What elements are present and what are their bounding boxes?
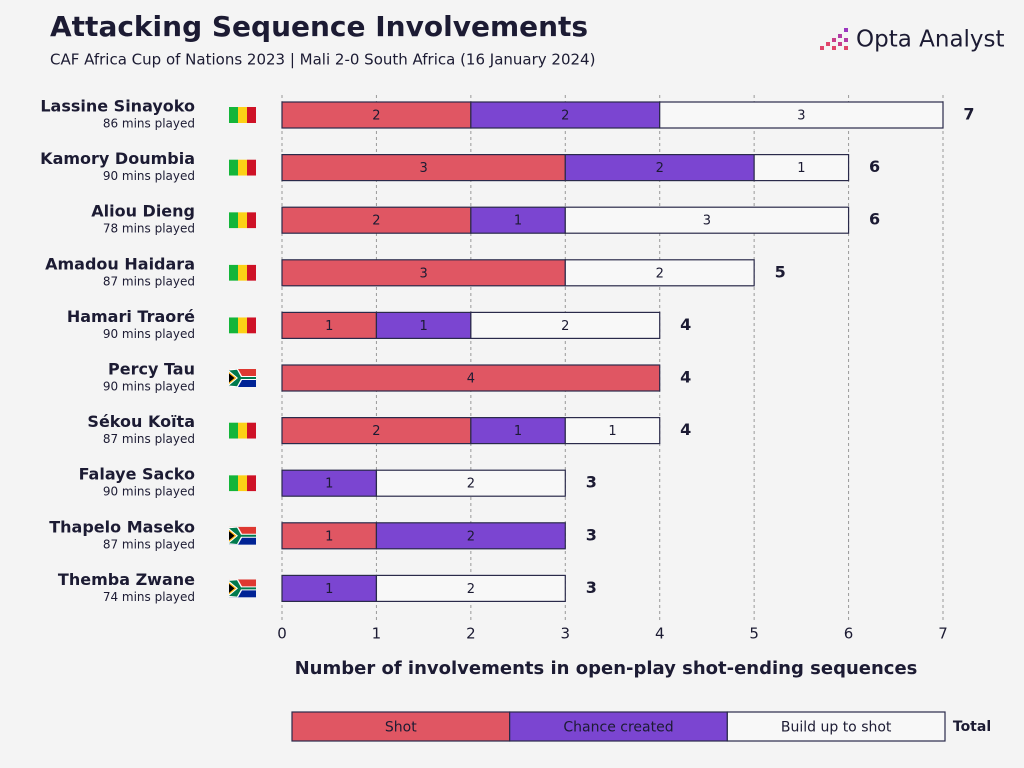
x-tick-label: 1	[372, 625, 382, 643]
category-subtitle: 86 mins played	[103, 117, 195, 131]
bar-segment	[375, 469, 566, 497]
segment-label: 1	[420, 319, 428, 334]
x-tick-label: 3	[561, 625, 571, 643]
category-subtitle: 87 mins played	[103, 432, 195, 446]
category-subtitle: 90 mins played	[103, 380, 195, 394]
segment-label: 4	[467, 372, 475, 387]
bar-segment	[281, 364, 661, 392]
segment-label: 3	[420, 161, 428, 176]
category-subtitle: 90 mins played	[103, 169, 195, 183]
bar-segment	[281, 417, 472, 445]
segment-label: 3	[703, 214, 711, 229]
category-label: Themba Zwane	[58, 570, 195, 589]
segment-label: 1	[325, 582, 333, 597]
legend-swatch	[726, 711, 946, 742]
x-axis-label: Number of involvements in open-play shot…	[295, 658, 918, 679]
category-label: Percy Tau	[108, 360, 195, 379]
bar-segment	[375, 522, 566, 550]
category-subtitle: 74 mins played	[103, 590, 195, 604]
category-subtitle: 90 mins played	[103, 327, 195, 341]
legend-swatch	[291, 711, 511, 742]
legend-label: Build up to shot	[781, 720, 892, 736]
bar-segment	[375, 574, 566, 603]
total-label: 6	[869, 210, 880, 229]
segment-label: 1	[514, 214, 522, 229]
bar-segment	[470, 206, 566, 234]
segment-label: 3	[420, 266, 428, 281]
total-label: 3	[586, 473, 597, 492]
bar-segment	[281, 574, 378, 603]
total-label: 7	[963, 105, 974, 124]
total-label: 4	[680, 420, 691, 439]
legend-label: Shot	[385, 720, 417, 736]
x-tick-label: 4	[655, 625, 665, 643]
segment-label: 1	[325, 477, 333, 492]
segment-label: 2	[372, 109, 380, 124]
category-label: Amadou Haidara	[45, 254, 195, 273]
segment-label: 1	[514, 424, 522, 439]
bar-segment	[375, 311, 472, 339]
category-subtitle: 78 mins played	[103, 222, 195, 236]
chart-subtitle: CAF Africa Cup of Nations 2023 | Mali 2-…	[50, 51, 595, 69]
category-subtitle: 90 mins played	[103, 485, 195, 499]
category-label: Kamory Doumbia	[40, 149, 195, 168]
x-tick-label: 0	[277, 625, 287, 643]
category-label: Hamari Traoré	[67, 307, 195, 326]
x-tick-label: 7	[938, 625, 948, 643]
segment-label: 2	[561, 109, 569, 124]
brand-logo: Opta Analyst	[820, 27, 1005, 53]
category-subtitle: 87 mins played	[103, 537, 195, 551]
bar-segment	[281, 522, 378, 550]
category-subtitle: 87 mins played	[103, 274, 195, 288]
bar-segment	[470, 417, 566, 445]
legend-swatch	[509, 711, 728, 742]
total-label: 4	[680, 315, 691, 334]
bar-segment	[281, 101, 472, 129]
total-label: 3	[586, 578, 597, 597]
segment-label: 2	[467, 529, 475, 544]
chart-title: Attacking Sequence Involvements	[50, 10, 588, 43]
segment-label: 3	[797, 109, 805, 124]
category-label: Aliou Dieng	[91, 202, 195, 221]
segment-label: 2	[372, 424, 380, 439]
category-label: Lassine Sinayoko	[40, 97, 195, 116]
total-label: 3	[586, 525, 597, 544]
segment-label: 2	[372, 214, 380, 229]
segment-label: 2	[467, 477, 475, 492]
x-tick-label: 5	[749, 625, 759, 643]
bar-segment	[753, 154, 850, 182]
bar-segment	[659, 101, 944, 129]
bar-segment	[470, 311, 661, 339]
x-tick-label: 6	[844, 625, 854, 643]
brand-name: Opta Analyst	[856, 27, 1005, 53]
category-label: Falaye Sacko	[79, 465, 195, 484]
segment-label: 1	[325, 319, 333, 334]
bar-segment	[564, 417, 661, 445]
total-label: 5	[775, 262, 786, 281]
segment-label: 2	[656, 266, 664, 281]
segment-label: 2	[656, 161, 664, 176]
legend-label: Chance created	[563, 720, 673, 736]
bar-segment	[470, 101, 661, 129]
category-label: Sékou Koïta	[87, 412, 195, 431]
bar-segment	[564, 259, 755, 287]
segment-label: 1	[797, 161, 805, 176]
segment-label: 2	[467, 582, 475, 597]
segment-label: 2	[561, 319, 569, 334]
bar-segment	[564, 154, 755, 182]
legend-total-label: Total	[953, 719, 991, 735]
category-label: Thapelo Maseko	[49, 517, 195, 536]
bar-segment	[564, 206, 850, 234]
total-label: 6	[869, 157, 880, 176]
bar-segment	[281, 311, 378, 339]
total-label: 4	[680, 368, 691, 387]
segment-label: 1	[608, 424, 616, 439]
x-tick-label: 2	[466, 625, 476, 643]
bar-segment	[281, 259, 566, 287]
bar-segment	[281, 469, 378, 497]
segment-label: 1	[325, 529, 333, 544]
bar-segment	[281, 154, 566, 182]
